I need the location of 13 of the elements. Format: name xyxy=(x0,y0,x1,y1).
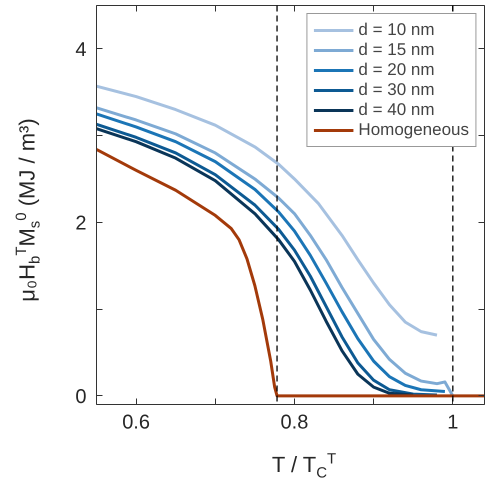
line-series xyxy=(96,148,484,398)
y-tick-label: 2 xyxy=(75,212,86,234)
x-tick-label: 0.6 xyxy=(122,412,150,434)
legend-label: d = 10 nm xyxy=(358,20,434,40)
legend-label: d = 30 nm xyxy=(358,80,434,100)
y-tick-label: 4 xyxy=(75,38,86,61)
legend-label: Homogeneous xyxy=(358,120,469,140)
x-tick-label: 1 xyxy=(447,412,458,434)
legend-label: d = 15 nm xyxy=(358,40,434,60)
legend-label: d = 20 nm xyxy=(358,60,434,80)
legend-label: d = 40 nm xyxy=(358,100,434,120)
x-tick-label: 0.8 xyxy=(280,412,308,434)
y-tick-label: 0 xyxy=(75,386,86,408)
